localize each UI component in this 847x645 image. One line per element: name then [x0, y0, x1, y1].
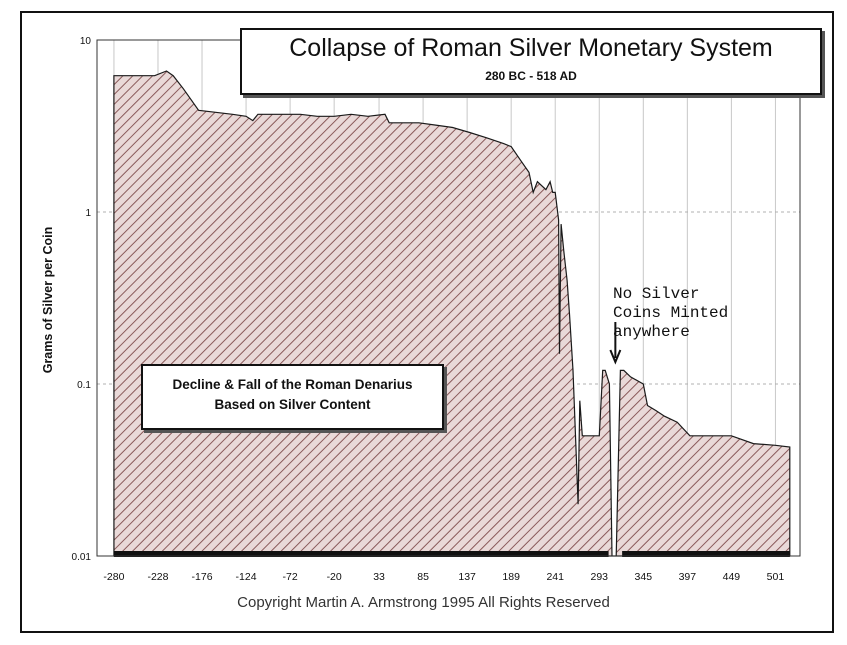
baseline-bar — [622, 551, 790, 557]
x-tick-label: -72 — [283, 571, 298, 583]
x-tick-label: 345 — [635, 571, 653, 583]
x-tick-label: 137 — [458, 571, 476, 583]
x-tick-label: 85 — [417, 571, 429, 583]
title-box: Collapse of Roman Silver Monetary System… — [240, 28, 822, 95]
y-axis-label: Grams of Silver per Coin — [41, 226, 55, 374]
x-tick-label: -176 — [192, 571, 213, 583]
x-tick-label: 189 — [502, 571, 520, 583]
annotation-line-2: Based on Silver Content — [214, 397, 371, 412]
x-tick-label: -124 — [236, 571, 257, 583]
x-tick-label: 293 — [590, 571, 608, 583]
denarius-annotation-box: Decline & Fall of the Roman Denarius Bas… — [141, 364, 444, 430]
x-tick-label: 449 — [723, 571, 741, 583]
x-tick-label: -280 — [103, 571, 124, 583]
y-tick-label: 1 — [85, 208, 91, 219]
y-tick-label: 0.1 — [77, 380, 91, 391]
tick-labels: -280 -228 -176 -124 -72 -20 33 85 137 189 241 293 34… — [72, 36, 785, 583]
copyright-footer: Copyright Martin A. Armstrong 1995 All R… — [237, 594, 610, 611]
no-silver-annotation: No Silver Coins Minted anywhere — [613, 285, 729, 341]
chart-subtitle: 280 BC - 518 AD — [485, 69, 577, 83]
x-tick-label: 33 — [373, 571, 385, 583]
x-tick-label: 241 — [546, 571, 564, 583]
plot-area — [113, 70, 791, 557]
gap-arrow — [609, 322, 622, 365]
x-tick-label: -228 — [147, 571, 168, 583]
baseline-bar — [113, 551, 609, 557]
chart-title: Collapse of Roman Silver Monetary System — [289, 34, 773, 62]
silver-content-area — [113, 70, 791, 557]
y-tick-label: 10 — [80, 36, 92, 47]
annotation-line-1: Decline & Fall of the Roman Denarius — [172, 377, 413, 392]
x-tick-label: 397 — [679, 571, 697, 583]
x-tick-label: 501 — [767, 571, 785, 583]
x-tick-label: -20 — [327, 571, 342, 583]
y-tick-label: 0.01 — [72, 552, 92, 563]
